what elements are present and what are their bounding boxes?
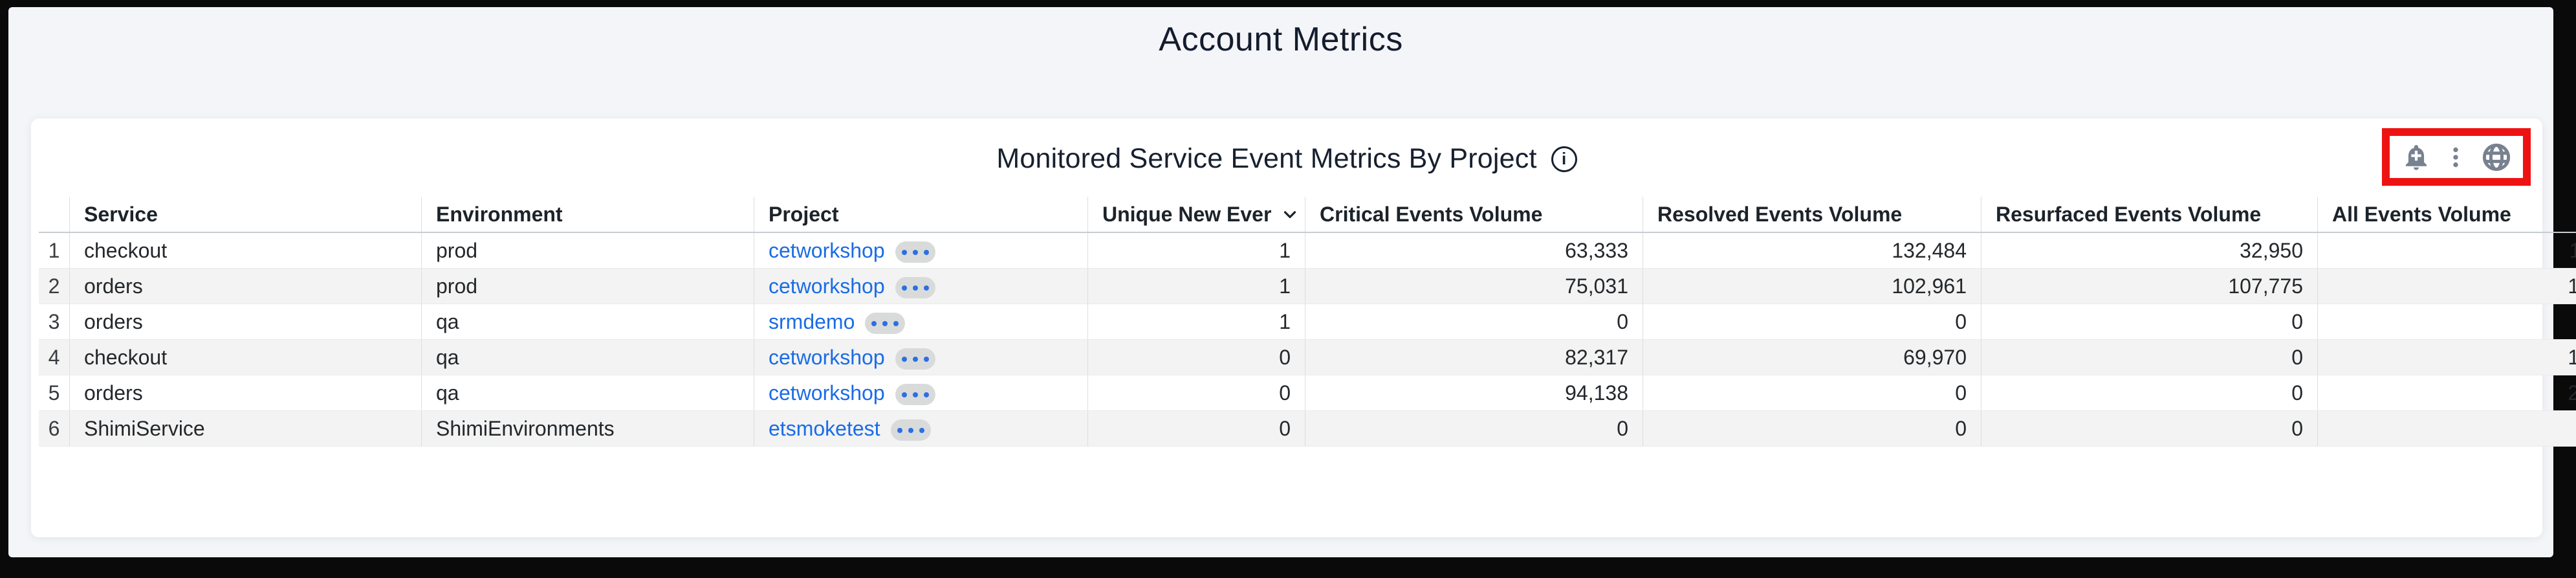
- cell-critical-events: 75,031: [1305, 268, 1643, 304]
- cell-unique-new: 1: [1087, 268, 1305, 304]
- cell-all-events: 3,408: [2317, 304, 2576, 340]
- table-row: 3 orders qa srmdemo 1 0 0 0 3,408: [39, 304, 2576, 340]
- col-header-project[interactable]: Project: [754, 197, 1088, 233]
- cell-environment: qa: [421, 304, 754, 340]
- cell-all-events: 218,456: [2317, 375, 2576, 411]
- datalinks-ellipsis-icon[interactable]: [895, 384, 935, 406]
- cell-resurfaced-events: 32,950: [1981, 232, 2318, 269]
- cell-project: etsmoketest: [754, 410, 1088, 447]
- cell-environment: prod: [421, 232, 754, 269]
- project-link[interactable]: etsmoketest: [769, 417, 880, 440]
- cell-resolved-events: 132,484: [1643, 232, 1981, 269]
- kebab-menu-icon[interactable]: [2442, 144, 2469, 171]
- row-index: 3: [39, 304, 70, 340]
- cell-all-events: 179,124: [2317, 339, 2576, 375]
- cell-unique-new: 1: [1087, 232, 1305, 269]
- cell-resolved-events: 0: [1643, 375, 1981, 411]
- project-link[interactable]: cetworkshop: [769, 239, 885, 262]
- cell-resolved-events: 102,961: [1643, 268, 1981, 304]
- cell-service: checkout: [69, 339, 422, 375]
- info-icon[interactable]: i: [1551, 146, 1577, 172]
- add-alert-bell-icon[interactable]: [2401, 142, 2431, 172]
- cell-unique-new: 1: [1087, 304, 1305, 340]
- panel-header: Monitored Service Event Metrics By Proje…: [31, 143, 2542, 175]
- col-header-resolved-events[interactable]: Resolved Events Volume: [1643, 197, 1981, 233]
- row-index: 2: [39, 268, 70, 304]
- cell-project: cetworkshop: [754, 375, 1088, 411]
- row-index: 4: [39, 339, 70, 375]
- table-row: 2 orders prod cetworkshop 1 75,031 102,9…: [39, 268, 2576, 304]
- cell-unique-new: 0: [1087, 339, 1305, 375]
- col-header-unique-new-sorted[interactable]: Unique New Ever: [1087, 197, 1305, 233]
- col-header-index: [39, 197, 70, 233]
- datalinks-ellipsis-icon[interactable]: [890, 419, 931, 441]
- cell-unique-new: 0: [1087, 375, 1305, 411]
- chevron-down-icon: [1284, 210, 1296, 218]
- cell-environment: qa: [421, 375, 754, 411]
- cell-service: orders: [69, 268, 422, 304]
- cell-unique-new: 0: [1087, 410, 1305, 447]
- datalinks-ellipsis-icon[interactable]: [895, 277, 935, 299]
- cell-resurfaced-events: 0: [1981, 304, 2318, 340]
- project-link[interactable]: srmdemo: [769, 310, 855, 333]
- cell-critical-events: 82,317: [1305, 339, 1643, 375]
- cell-project: srmdemo: [754, 304, 1088, 340]
- cell-service: checkout: [69, 232, 422, 269]
- project-link[interactable]: cetworkshop: [769, 274, 885, 298]
- col-header-unique-new-label: Unique New Ever: [1102, 203, 1272, 226]
- cell-all-events: 6: [2317, 410, 2576, 447]
- dashboard-page: Account Metrics Monitored Service Event …: [8, 7, 2576, 557]
- cell-resurfaced-events: 0: [1981, 375, 2318, 411]
- project-link[interactable]: cetworkshop: [769, 346, 885, 369]
- col-header-all-events[interactable]: All Events Volume: [2317, 197, 2576, 233]
- col-header-resurfaced-events[interactable]: Resurfaced Events Volume: [1981, 197, 2318, 233]
- cell-resurfaced-events: 107,775: [1981, 268, 2318, 304]
- cell-critical-events: 0: [1305, 410, 1643, 447]
- cell-service: orders: [69, 375, 422, 411]
- panel-hover-actions-annotated: [2382, 128, 2531, 186]
- cell-resolved-events: 0: [1643, 304, 1981, 340]
- cell-service: orders: [69, 304, 422, 340]
- table-row: 1 checkout prod cetworkshop 1 63,333 132…: [39, 232, 2576, 269]
- cell-environment: qa: [421, 339, 754, 375]
- cell-project: cetworkshop: [754, 268, 1088, 304]
- cell-resolved-events: 69,970: [1643, 339, 1981, 375]
- datalinks-ellipsis-icon[interactable]: [895, 348, 935, 370]
- cell-resolved-events: 0: [1643, 410, 1981, 447]
- cell-service: ShimiService: [69, 410, 422, 447]
- table-header-row: Service Environment Project Unique New E…: [39, 197, 2576, 233]
- project-link[interactable]: cetworkshop: [769, 381, 885, 405]
- cell-environment: ShimiEnvironments: [421, 410, 754, 447]
- row-index: 5: [39, 375, 70, 411]
- col-header-critical-events[interactable]: Critical Events Volume: [1305, 197, 1643, 233]
- cell-all-events: 114,930: [2317, 232, 2576, 269]
- metrics-table: Service Environment Project Unique New E…: [39, 197, 2576, 447]
- col-header-environment[interactable]: Environment: [421, 197, 754, 233]
- cell-critical-events: 63,333: [1305, 232, 1643, 269]
- cell-project: cetworkshop: [754, 232, 1088, 269]
- panel-monitored-service-event-metrics: Monitored Service Event Metrics By Proje…: [31, 118, 2576, 537]
- cell-project: cetworkshop: [754, 339, 1088, 375]
- datalinks-ellipsis-icon[interactable]: [865, 313, 906, 335]
- row-index: 1: [39, 232, 70, 269]
- cell-critical-events: 0: [1305, 304, 1643, 340]
- col-header-service[interactable]: Service: [69, 197, 422, 233]
- cell-critical-events: 94,138: [1305, 375, 1643, 411]
- panel-title[interactable]: Monitored Service Event Metrics By Proje…: [996, 143, 1537, 174]
- cell-environment: prod: [421, 268, 754, 304]
- cell-all-events: 143,283: [2317, 268, 2576, 304]
- page-title: Account Metrics: [1159, 21, 1403, 58]
- cell-resurfaced-events: 0: [1981, 339, 2318, 375]
- row-index: 6: [39, 410, 70, 447]
- globe-icon[interactable]: [2481, 142, 2512, 173]
- datalinks-ellipsis-icon[interactable]: [895, 241, 935, 263]
- cell-resurfaced-events: 0: [1981, 410, 2318, 447]
- table-row: 6 ShimiService ShimiEnvironments etsmoke…: [39, 410, 2576, 447]
- table-row: 4 checkout qa cetworkshop 0 82,317 69,97…: [39, 339, 2576, 375]
- table-row: 5 orders qa cetworkshop 0 94,138 0 0 218…: [39, 375, 2576, 411]
